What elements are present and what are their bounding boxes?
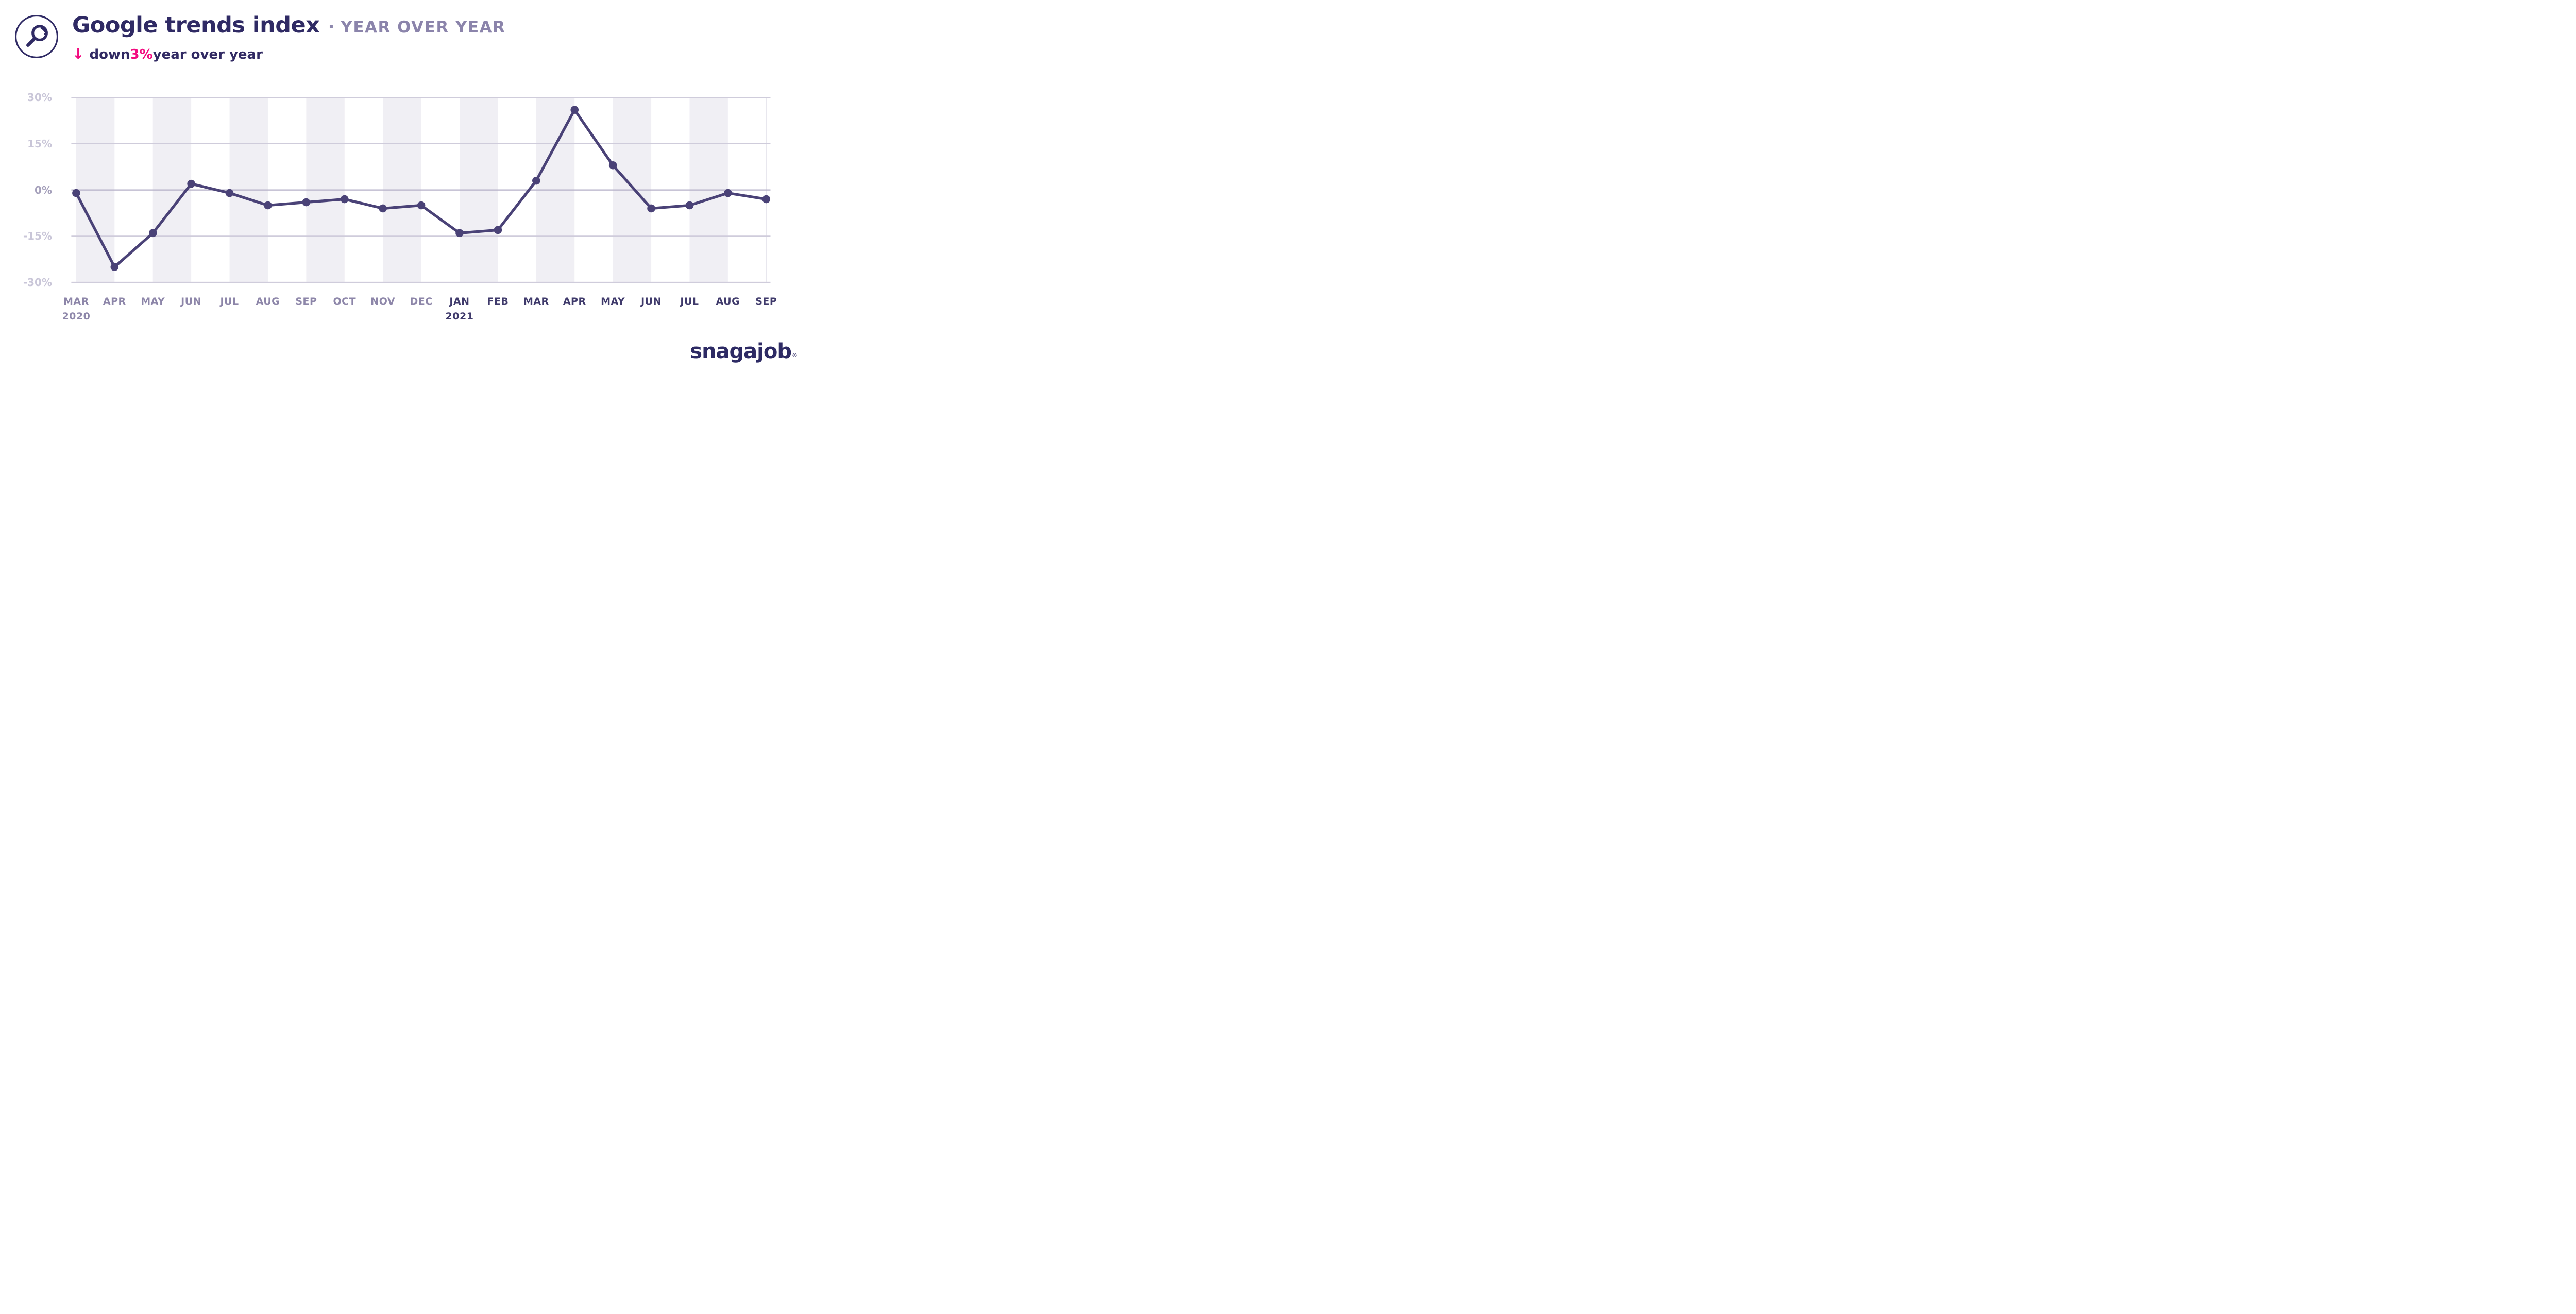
x-axis-year-label: 2020 (62, 311, 91, 322)
delta-prefix: down (89, 47, 130, 62)
x-axis-label: OCT (333, 296, 357, 307)
data-point-mar-2021 (532, 176, 540, 185)
data-point-feb-2021 (494, 226, 502, 234)
x-axis-label: JAN (449, 296, 470, 307)
delta-value: 3% (130, 47, 153, 62)
x-axis-label: NOV (370, 296, 396, 307)
logo-text: snagajob (690, 340, 792, 363)
snagajob-logo: snagajob® (690, 340, 798, 363)
x-axis-label: FEB (487, 296, 509, 307)
x-axis-label: AUG (716, 296, 740, 307)
data-point-jun-2021 (647, 204, 655, 213)
x-axis-label: MAY (141, 296, 165, 307)
y-axis-label: -15% (23, 230, 52, 243)
data-point-mar-2020 (72, 189, 80, 197)
data-point-dec-2020 (417, 201, 426, 210)
data-point-jul-2021 (685, 201, 694, 210)
data-point-nov-2020 (379, 204, 387, 213)
y-axis-label: 15% (27, 137, 52, 150)
down-arrow-icon: ↓ (72, 45, 84, 62)
magnifier-icon (14, 14, 59, 59)
title-row: Google trends index · YEAR OVER YEAR (72, 12, 506, 38)
data-point-jun-2020 (187, 179, 195, 188)
data-point-may-2021 (608, 161, 617, 170)
x-axis-label: JUL (680, 296, 699, 307)
data-point-sep-2020 (302, 198, 311, 207)
x-axis-label: JUL (220, 296, 239, 307)
data-point-aug-2020 (264, 201, 272, 210)
x-axis-label: APR (103, 296, 126, 307)
y-axis-label: 0% (35, 183, 52, 196)
data-point-aug-2021 (724, 189, 732, 197)
x-axis-label: MAY (601, 296, 625, 307)
x-axis-label: SEP (295, 296, 317, 307)
x-axis-label: SEP (755, 296, 777, 307)
x-axis-label: AUG (256, 296, 280, 307)
data-point-jan-2021 (455, 229, 464, 238)
registered-mark: ® (792, 352, 798, 359)
x-axis-label: APR (563, 296, 586, 307)
y-axis-label: 30% (27, 91, 52, 104)
page-title: Google trends index (72, 12, 320, 38)
x-axis-label: DEC (410, 296, 433, 307)
x-axis-label: MAR (63, 296, 89, 307)
y-axis-label: -30% (23, 276, 52, 289)
x-axis-year-label: 2021 (445, 311, 474, 322)
x-axis-label: JUN (641, 296, 662, 307)
infographic-canvas: Google trends index · YEAR OVER YEAR ↓ d… (0, 0, 808, 377)
data-point-may-2020 (148, 229, 157, 238)
chart-plot-area (71, 97, 771, 283)
data-point-oct-2020 (340, 195, 349, 204)
data-point-apr-2021 (570, 106, 579, 114)
x-axis-label: JUN (181, 296, 202, 307)
delta-summary: ↓ down 3% year over year (72, 45, 506, 62)
trend-line-chart: 30% 15% 0% -15% -30% MAR 2020 APR MAY JUN JUL AUG SE… (0, 0, 808, 377)
x-axis-label: MAR (523, 296, 549, 307)
data-point-apr-2020 (110, 263, 119, 271)
title-tag: YEAR OVER YEAR (341, 18, 506, 37)
data-point-jul-2020 (225, 189, 234, 197)
title-separator-dot: · (328, 16, 335, 37)
data-point-sep-2021 (762, 195, 771, 204)
delta-suffix: year over year (152, 47, 263, 62)
